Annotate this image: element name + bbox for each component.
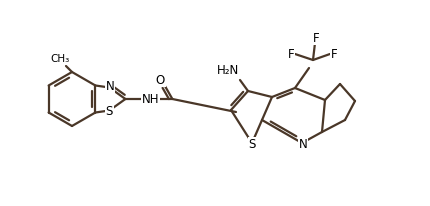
Text: F: F [313, 32, 319, 44]
Text: H₂N: H₂N [217, 63, 239, 76]
Text: N: N [106, 80, 115, 93]
Text: F: F [331, 48, 337, 61]
Text: CH₃: CH₃ [50, 54, 70, 64]
Text: S: S [248, 137, 256, 151]
Text: S: S [106, 105, 113, 118]
Text: F: F [288, 48, 294, 61]
Text: N: N [298, 137, 307, 151]
Text: O: O [156, 74, 165, 87]
Text: NH: NH [141, 92, 159, 105]
